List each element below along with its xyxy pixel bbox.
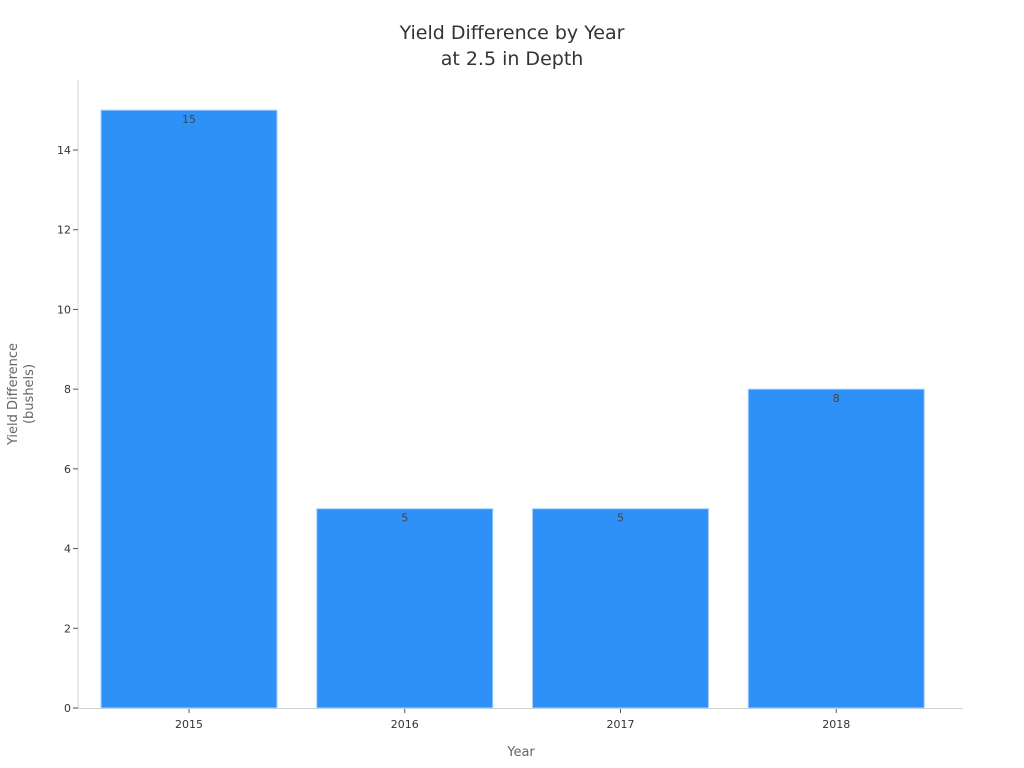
x-tick-label: 2016 [391, 718, 419, 731]
bar-value-label: 15 [182, 113, 196, 126]
y-tick-label: 14 [57, 144, 71, 157]
bar-2017 [532, 508, 709, 709]
x-axis-title: Year [506, 745, 535, 760]
y-tick-label: 6 [64, 463, 71, 476]
y-axis-title-line: (bushels) [22, 364, 37, 424]
y-tick-label: 8 [64, 383, 71, 396]
y-axis-title-line: Yield Difference [6, 343, 21, 446]
y-tick-label: 12 [57, 224, 71, 237]
bar-2015 [100, 109, 278, 709]
x-tick-label: 2015 [175, 718, 203, 731]
y-tick-label: 10 [57, 303, 71, 316]
y-tick-label: 4 [64, 543, 71, 556]
x-tick-label: 2017 [607, 718, 635, 731]
y-tick-label: 2 [64, 622, 71, 635]
bar-value-label: 5 [401, 512, 408, 525]
y-tick-label: 0 [64, 702, 71, 715]
bar-value-label: 5 [617, 512, 624, 525]
bar-value-label: 8 [833, 392, 840, 405]
bar-2018 [747, 388, 925, 709]
chart-title-line-1: Yield Difference by Year [399, 22, 625, 44]
chart-title-line-2: at 2.5 in Depth [440, 48, 584, 70]
bar-2016 [316, 508, 494, 709]
chart-title: Yield Difference by Year at 2.5 in Depth [0, 20, 1024, 72]
y-axis-title: Yield Difference(bushels) [6, 343, 37, 446]
x-tick-label: 2018 [822, 718, 850, 731]
